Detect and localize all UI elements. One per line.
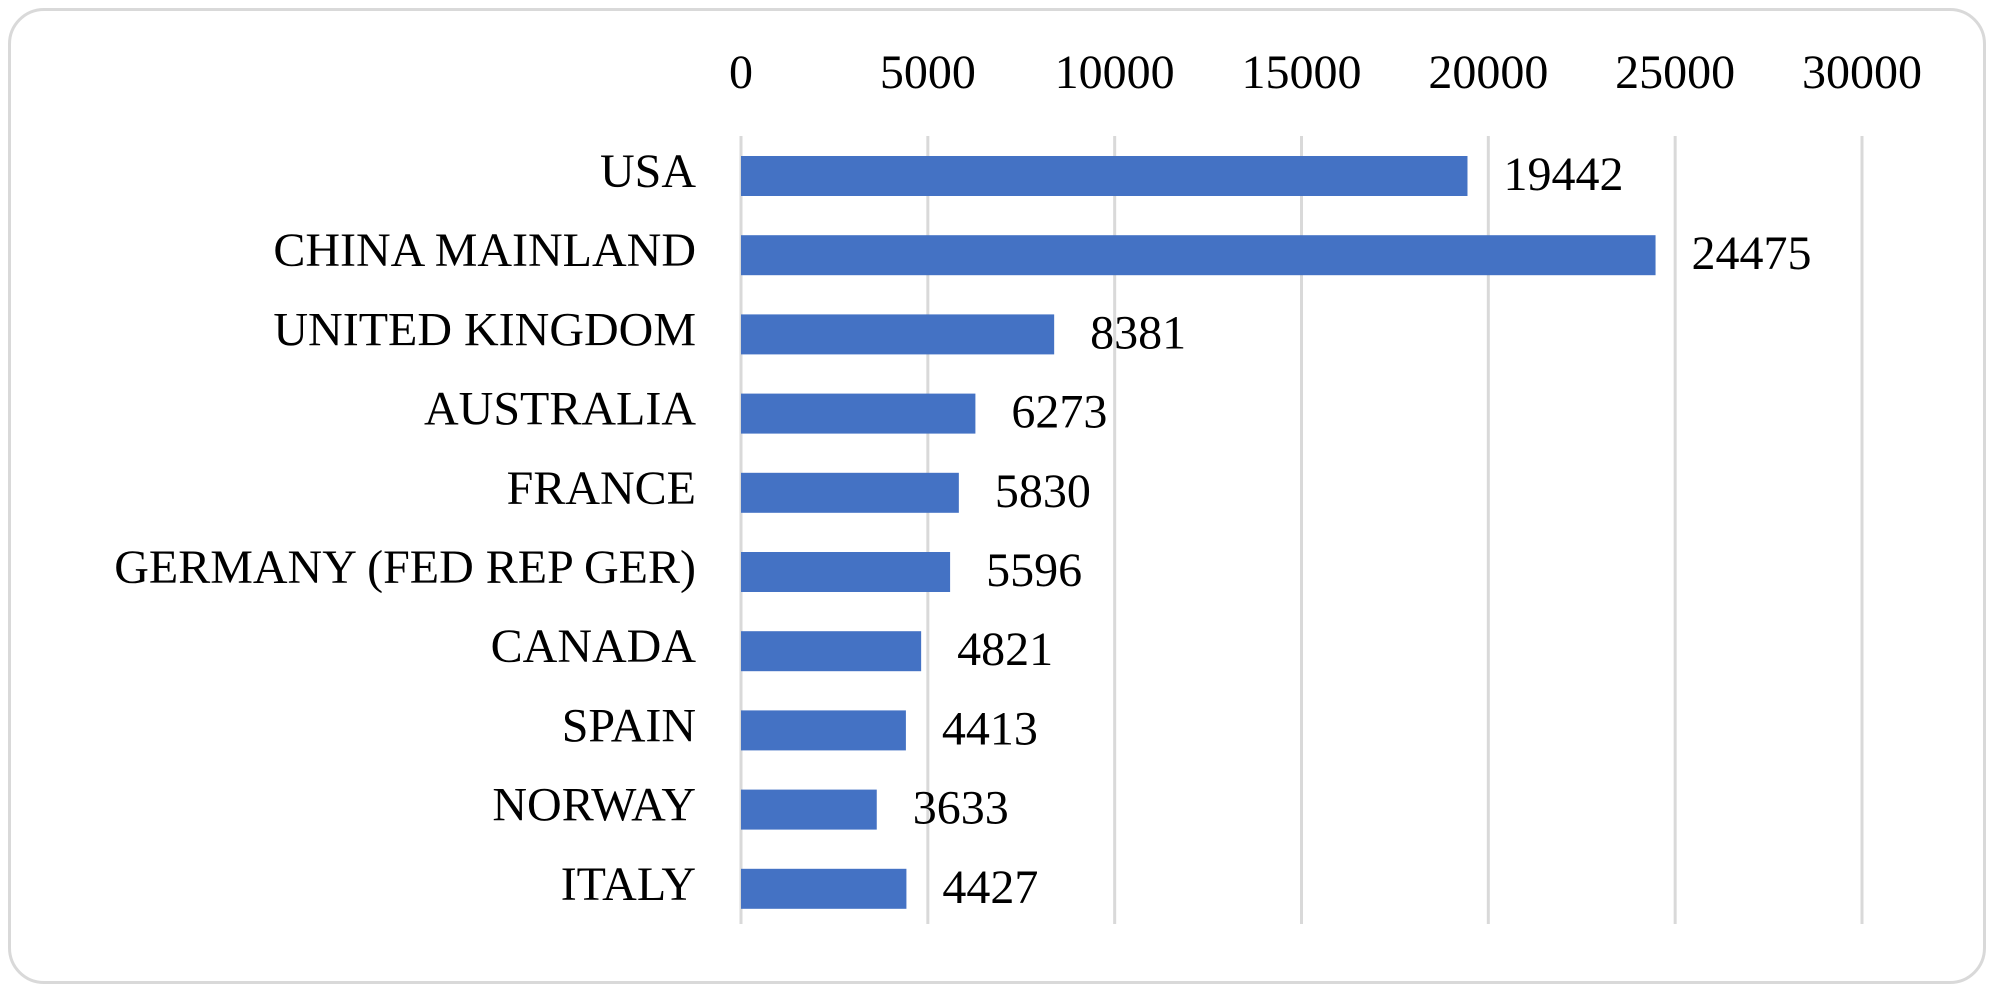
- data-label: 8381: [1090, 306, 1186, 359]
- bar: [741, 789, 877, 830]
- category-label: CHINA MAINLAND: [273, 224, 696, 277]
- data-label: 6273: [1011, 386, 1107, 439]
- bar: [741, 235, 1656, 276]
- bar: [741, 314, 1055, 355]
- data-label: 4821: [957, 623, 1053, 676]
- x-tick-label: 10000: [1055, 46, 1175, 99]
- x-tick-label: 30000: [1802, 46, 1922, 99]
- x-tick-label: 5000: [880, 46, 976, 99]
- data-label: 5830: [995, 465, 1091, 518]
- category-label: FRANCE: [507, 462, 696, 515]
- data-label: 5596: [986, 544, 1082, 597]
- x-tick-label: 0: [729, 46, 753, 99]
- category-label: ITALY: [561, 858, 696, 911]
- category-label: UNITED KINGDOM: [273, 303, 696, 356]
- category-label: AUSTRALIA: [424, 383, 696, 436]
- x-tick-label: 20000: [1428, 46, 1548, 99]
- bars: [741, 156, 1656, 909]
- data-labels: 19442 24475 8381 6273 5830 5596 4821 4413 3633 44…: [913, 148, 1812, 914]
- bar: [741, 710, 906, 751]
- category-label: GERMANY (FED REP GER): [114, 541, 696, 594]
- category-label: SPAIN: [562, 699, 696, 752]
- category-label: NORWAY: [492, 779, 696, 832]
- data-label: 4413: [942, 702, 1038, 755]
- bar: [741, 472, 959, 513]
- x-tick-label: 25000: [1615, 46, 1735, 99]
- x-tick-label: 15000: [1242, 46, 1362, 99]
- bar: [741, 156, 1468, 196]
- data-label: 4427: [942, 861, 1038, 914]
- data-label: 19442: [1503, 148, 1623, 201]
- bar: [741, 552, 951, 592]
- data-label: 24475: [1692, 227, 1812, 280]
- category-labels: USA CHINA MAINLAND UNITED KINGDOM AUSTRALIA…: [114, 145, 696, 911]
- bar: [741, 393, 976, 434]
- category-label: USA: [600, 145, 696, 198]
- data-label: 3633: [913, 782, 1009, 835]
- x-axis-ticks: 0 5000 10000 15000 20000 25000 30000: [729, 46, 1922, 99]
- bar: [741, 631, 922, 672]
- category-label: CANADA: [491, 620, 697, 673]
- bar: [741, 868, 907, 909]
